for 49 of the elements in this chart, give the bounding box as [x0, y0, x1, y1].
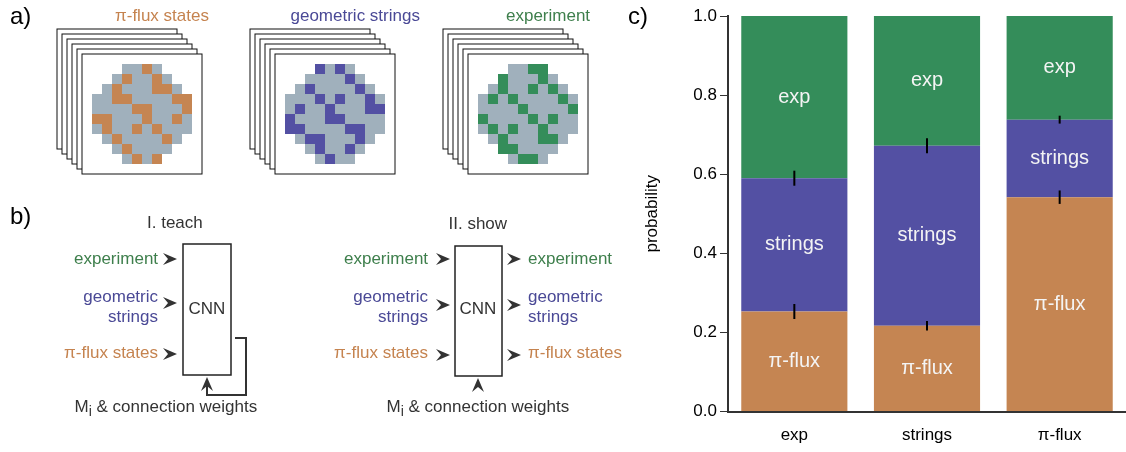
text: geometric strings	[528, 287, 604, 327]
y-tick-label: 0.0	[693, 401, 717, 421]
y-tick-label: 0.4	[693, 243, 717, 263]
text: π-flux states	[115, 6, 209, 26]
text: M$_{i}$ & connection weights	[386, 397, 570, 422]
bar	[741, 311, 848, 412]
bar	[741, 178, 848, 312]
bar	[873, 325, 981, 412]
text: strings	[1030, 145, 1090, 168]
series-label: exp	[778, 84, 811, 107]
bar	[1006, 16, 1113, 120]
text: strings	[897, 223, 957, 246]
text: π-flux states	[63, 343, 158, 363]
text: CNN	[459, 299, 497, 319]
text: geometric strings	[290, 6, 420, 26]
bar	[1006, 119, 1113, 198]
x-tick-label: exp	[780, 425, 809, 445]
text: π-flux	[901, 356, 953, 379]
text: I. teach	[147, 213, 203, 233]
text: experiment	[528, 249, 613, 269]
text: CNN	[188, 299, 226, 319]
text: experiment	[506, 6, 591, 26]
x-tick-label: strings	[901, 425, 953, 445]
bar	[741, 16, 848, 179]
y-tick-label: 1.0	[693, 5, 717, 25]
text: π-flux states	[528, 343, 623, 363]
text: exp	[910, 68, 944, 91]
y-tick-label: 0.2	[693, 322, 717, 342]
bar	[1006, 197, 1113, 412]
text: geometric strings	[82, 287, 158, 327]
y-tick-label: 0.6	[693, 163, 717, 183]
text: exp	[1043, 55, 1076, 78]
text: π-flux	[768, 349, 821, 372]
text: II. show	[448, 214, 508, 234]
bar	[873, 16, 981, 146]
text: b)	[10, 202, 32, 230]
text: M$_{i}$ & connection weights	[74, 397, 258, 422]
x-tick-label: π-flux	[1037, 425, 1083, 445]
text: experiment	[74, 249, 159, 269]
series-label: π-flux	[1033, 291, 1086, 314]
series-label: strings	[764, 232, 824, 255]
text: a)	[10, 2, 32, 30]
y-tick-label: 0.8	[693, 84, 717, 104]
y-axis-title: probability	[641, 174, 661, 253]
text: experiment	[344, 249, 429, 269]
text: π-flux states	[333, 343, 428, 363]
chart-title: c)	[628, 2, 648, 30]
bar	[873, 145, 981, 326]
text: geometric strings	[352, 287, 428, 327]
